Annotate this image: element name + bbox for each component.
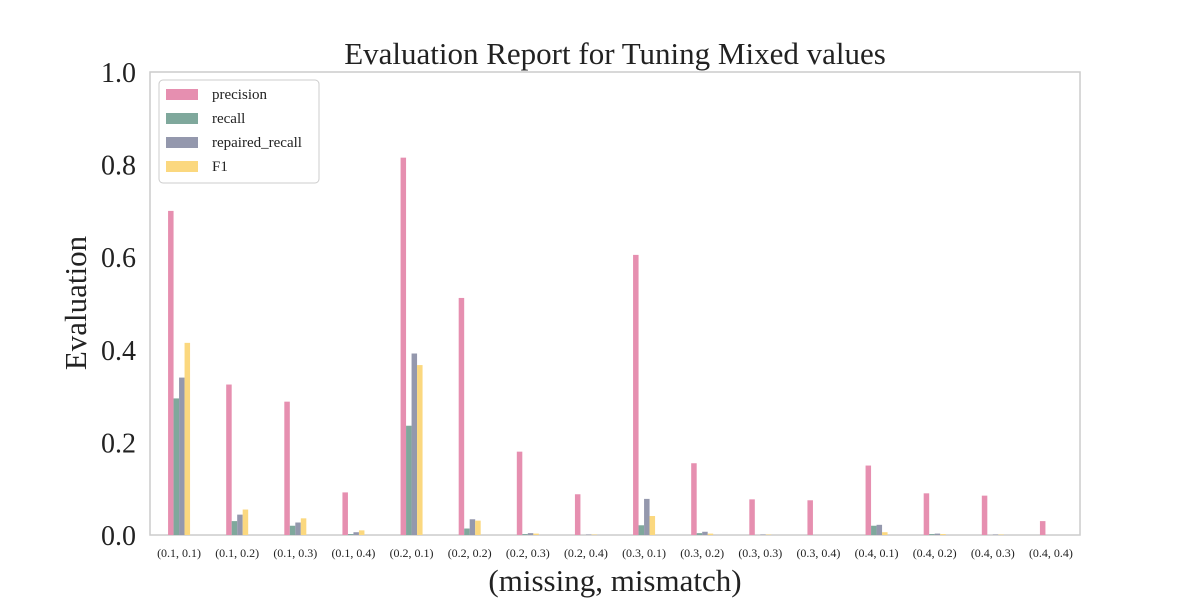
- x-tick-label: (0.3, 0.4): [796, 546, 840, 560]
- bar-F1: [940, 534, 946, 535]
- legend-swatch: [166, 113, 198, 124]
- bar-recall: [638, 525, 645, 535]
- bar-recall: [522, 534, 528, 535]
- x-tick-label: (0.2, 0.3): [506, 546, 550, 560]
- bar-repaired-recall: [237, 514, 243, 535]
- bar-F1: [358, 530, 365, 535]
- legend-label: recall: [212, 111, 245, 127]
- bar-recall: [871, 525, 877, 535]
- bar-recall: [696, 533, 703, 535]
- bar-F1: [475, 520, 481, 535]
- y-axis: 0.0 0.2 0.4 0.6 0.8 1.0: [101, 58, 136, 552]
- bar-precision: [574, 494, 581, 535]
- legend-swatch: [166, 161, 198, 172]
- bar-recall: [406, 425, 412, 535]
- bar-precision: [1039, 521, 1046, 535]
- bar-repaired-recall: [934, 533, 941, 535]
- bar-precision: [865, 465, 872, 535]
- x-tick-label: (0.1, 0.4): [331, 546, 375, 560]
- x-tick-label: (0.3, 0.2): [680, 546, 724, 560]
- bar-precision: [923, 493, 930, 535]
- bar-repaired-recall: [527, 533, 534, 535]
- bar-precision: [807, 500, 813, 535]
- bar-F1: [184, 342, 191, 535]
- x-tick-label: (0.3, 0.3): [738, 546, 782, 560]
- bar-recall: [173, 398, 180, 535]
- bar-F1: [707, 533, 714, 535]
- y-axis-label: Evaluation: [58, 235, 93, 370]
- bars-group: [168, 157, 1046, 535]
- bar-F1: [417, 365, 423, 535]
- legend-label: precision: [212, 87, 267, 103]
- bar-repaired-recall: [644, 498, 650, 535]
- y-tick-label: 0.4: [101, 336, 136, 367]
- bar-recall: [231, 521, 238, 535]
- bar-recall: [289, 525, 296, 535]
- chart-title: Evaluation Report for Tuning Mixed value…: [344, 36, 886, 71]
- bar-repaired-recall: [353, 532, 359, 535]
- y-tick-label: 1.0: [101, 58, 136, 89]
- legend: precision recall repaired_recall F1: [158, 79, 320, 184]
- legend-label: repaired_recall: [212, 135, 302, 151]
- x-tick-label: (0.1, 0.3): [273, 546, 317, 560]
- bar-repaired-recall: [702, 531, 708, 535]
- x-axis: (0.1, 0.1) (0.1, 0.2) (0.1, 0.3) (0.1, 0.4)…: [157, 546, 1073, 560]
- bar-F1: [533, 533, 539, 535]
- x-axis-label: (missing, mismatch): [488, 563, 741, 598]
- bar-F1: [300, 518, 307, 535]
- legend-box: [158, 79, 320, 184]
- bar-repaired-recall: [295, 522, 301, 535]
- bar-recall: [347, 534, 354, 535]
- bar-precision: [458, 297, 465, 535]
- y-tick-label: 0.0: [101, 521, 136, 552]
- legend-label: F1: [212, 159, 228, 175]
- bar-precision: [749, 499, 755, 535]
- bar-repaired-recall: [179, 377, 185, 535]
- legend-swatch: [166, 137, 198, 148]
- y-tick-label: 0.6: [101, 243, 136, 274]
- bar-repaired-recall: [469, 519, 476, 535]
- x-tick-label: (0.2, 0.4): [564, 546, 608, 560]
- x-tick-label: (0.2, 0.1): [390, 546, 434, 560]
- x-tick-label: (0.4, 0.3): [971, 546, 1015, 560]
- x-tick-label: (0.4, 0.4): [1029, 546, 1073, 560]
- x-tick-label: (0.4, 0.2): [913, 546, 957, 560]
- bar-recall: [464, 528, 470, 535]
- x-tick-label: (0.4, 0.1): [855, 546, 899, 560]
- bar-precision: [400, 157, 407, 535]
- bar-precision: [516, 451, 523, 535]
- bar-precision: [633, 254, 639, 535]
- bar-F1: [242, 509, 249, 535]
- bar-repaired-recall: [411, 353, 418, 535]
- bar-precision: [981, 495, 988, 535]
- bar-repaired-recall: [876, 524, 883, 535]
- bar-precision: [342, 492, 348, 535]
- plot-area-frame: [149, 71, 1081, 536]
- x-tick-label: (0.1, 0.1): [157, 546, 201, 560]
- bar-F1: [882, 532, 888, 535]
- legend-swatch: [166, 89, 198, 100]
- x-tick-label: (0.1, 0.2): [215, 546, 259, 560]
- y-tick-label: 0.8: [101, 151, 136, 182]
- bar-precision: [691, 463, 697, 535]
- bar-precision: [284, 401, 290, 535]
- bar-F1: [649, 516, 656, 535]
- bar-precision: [168, 210, 174, 535]
- bar-recall: [929, 534, 935, 535]
- x-tick-label: (0.2, 0.2): [448, 546, 492, 560]
- bar-precision: [226, 384, 232, 535]
- x-tick-label: (0.3, 0.1): [622, 546, 666, 560]
- y-tick-label: 0.2: [101, 428, 136, 459]
